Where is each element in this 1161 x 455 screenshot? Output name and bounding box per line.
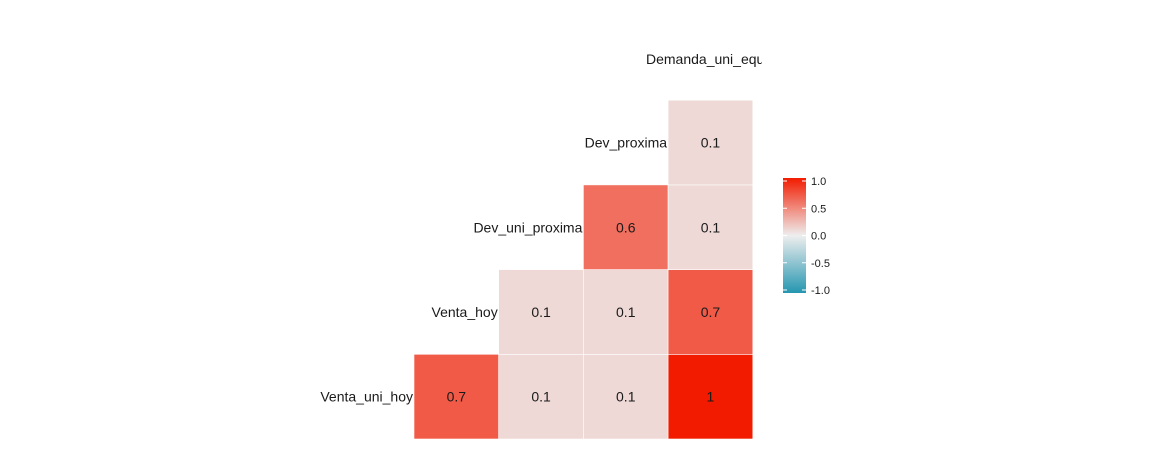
legend-color-bar	[783, 178, 806, 293]
cell-value-label: 0.7	[447, 389, 467, 405]
heatmap-cell-Dev_uni_proxima-Demanda_uni_equil	[667, 184, 754, 270]
heatmap-cell-Dev_proxima-Demanda_uni_equil	[667, 99, 754, 186]
cell-value-label: 0.1	[531, 304, 551, 320]
color-legend: 1.0 0.5 0.0 -0.5 -1.0	[783, 176, 830, 297]
cell-value-label: 0.7	[701, 304, 721, 320]
variable-label: Dev_proxima	[585, 135, 668, 151]
legend-tick-label: 0.5	[811, 203, 826, 215]
variable-label: Demanda_uni_equ	[646, 51, 764, 67]
cell-value-label: 0.1	[616, 304, 636, 320]
heatmap-cell-labels: 0.7 0.1 0.1 1 0.1 0.1 0.7 0.6 0.1 0.1	[447, 135, 721, 405]
cell-value-label: 0.1	[701, 219, 721, 235]
cell-value-label: 1	[707, 389, 715, 405]
heatmap-cell-Venta_uni_hoy-Venta_hoy	[413, 353, 499, 440]
cell-value-label: 0.1	[616, 389, 636, 405]
legend-tick-label: 0.0	[811, 231, 826, 243]
heatmap-cell-Dev_uni_proxima-Dev_proxima	[583, 184, 669, 270]
heatmap-cell-Venta_hoy-Dev_uni_proxima	[498, 269, 584, 355]
variable-label: Dev_uni_proxima	[473, 219, 582, 235]
cell-value-label: 0.1	[701, 135, 721, 151]
legend-tick-label: -1.0	[811, 285, 830, 297]
variable-label: Venta_uni_hoy	[320, 389, 413, 405]
cell-value-label: 0.6	[616, 219, 636, 235]
heatmap-cell-Venta_uni_hoy-Dev_uni_proxima	[498, 353, 584, 440]
variable-labels: Venta_uni_hoy Venta_hoy Dev_uni_proxima Dev…	[320, 51, 764, 405]
heatmap-cell-Venta_uni_hoy-Demanda_uni_equil	[667, 353, 754, 440]
legend-tick-label: -0.5	[811, 258, 830, 270]
heatmap-cell-Venta_hoy-Dev_proxima	[583, 269, 669, 355]
heatmap-cell-Venta_hoy-Demanda_uni_equil	[667, 269, 754, 355]
variable-label: Venta_hoy	[432, 304, 498, 320]
cell-value-label: 0.1	[531, 389, 551, 405]
heatmap-cells	[413, 99, 754, 440]
legend-tick-label: 1.0	[811, 176, 826, 188]
